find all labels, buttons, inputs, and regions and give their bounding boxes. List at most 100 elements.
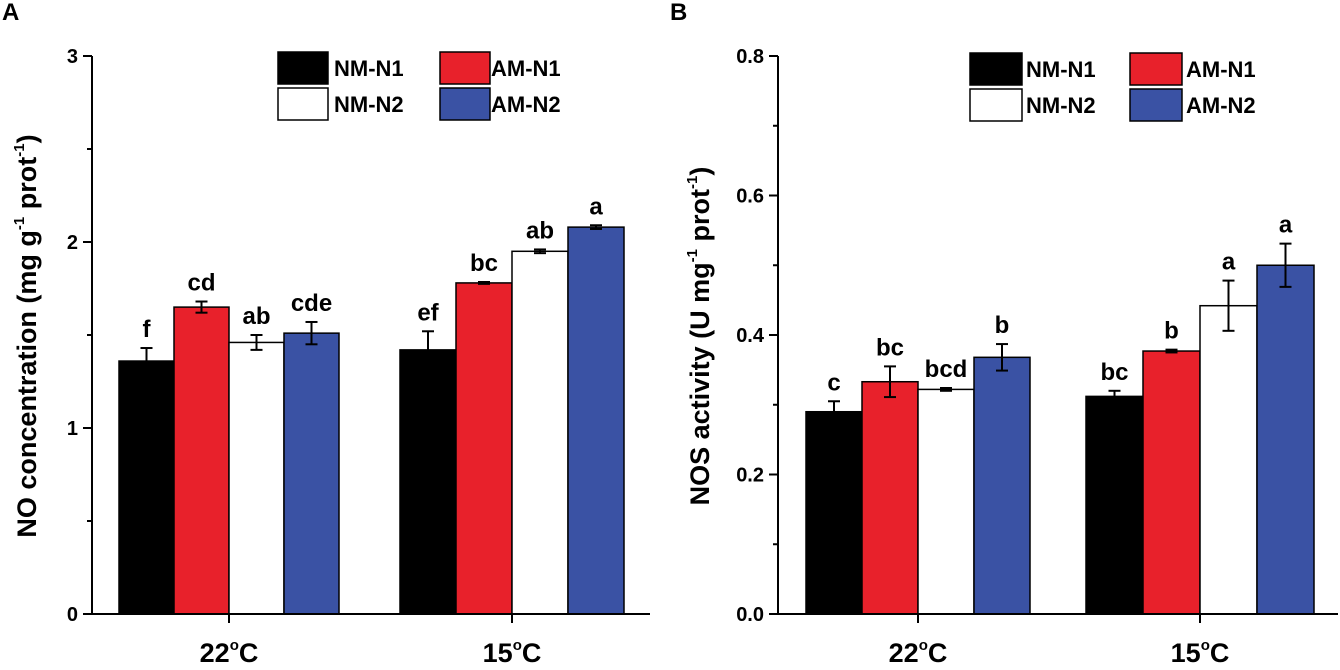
panel-b-bar-am-n2-2 [1256, 264, 1315, 615]
panel-b-ytick-label: 0.4 [736, 325, 765, 347]
panel-a-bar-am-n2-1 [283, 332, 340, 615]
panel-b-bar-nm-n1-2 [1085, 395, 1144, 615]
panel-a-sig-label: f [143, 316, 152, 343]
panel-a-bar-am-n1-2 [455, 282, 513, 615]
panel-b-legend-swatch [1129, 52, 1183, 86]
panel-a-legend-item: AM-N2 [439, 87, 561, 121]
panel-a-legend-label: NM-N2 [334, 92, 404, 117]
panel-b-legend-swatch [1129, 88, 1183, 122]
panel-b-ytick-label: 0.2 [736, 465, 764, 487]
panel-a-error-bar [534, 248, 546, 255]
panel-a-error-bar [250, 334, 263, 351]
panel-b-category-label: 15oC [1171, 637, 1230, 668]
panel-a-category-label: 15oC [483, 637, 542, 668]
panel-b-error-bar [828, 400, 840, 424]
panel-a-bar-nm-n1-2 [399, 349, 457, 615]
panel-a-ytick-label: 2 [67, 232, 78, 254]
panel-b-sig-label: bc [876, 334, 904, 361]
panel-a-bar-nm-n1-1 [118, 360, 175, 615]
panel-b-legend-item: NM-N1 [969, 52, 1096, 86]
panel-a-sig-label: ab [242, 303, 270, 330]
panel-b: B NOS activity (U mg-1 prot-1) 0.0 0.2 0.4… [670, 0, 1338, 668]
panel-b-bar-am-n1-1 [861, 380, 919, 615]
panel-b-letter: B [670, 0, 687, 26]
panel-a-letter: A [2, 0, 19, 26]
panel-b-ytick-label: 0.8 [736, 46, 764, 68]
svg-text:NO concentration (mg g-1 prot-: NO concentration (mg g-1 prot-1) [11, 134, 42, 537]
panel-a-legend-label: AM-N2 [491, 92, 561, 117]
panel-b-ytick-label: 0.6 [736, 186, 764, 208]
panel-a-ylabel-end: ) [12, 134, 42, 143]
panel-a-legend-label: NM-N1 [334, 56, 404, 81]
panel-a-legend-swatch [439, 87, 491, 121]
panel-b-legend-item: AM-N2 [1129, 88, 1256, 122]
panel-a-ytick-label: 3 [67, 46, 78, 68]
panel-a-error-bar [590, 224, 602, 230]
panel-b-ytick-label: 0.0 [736, 604, 764, 626]
panel-b-bar-am-n2-1 [973, 356, 1031, 615]
panel-b-bar-nm-n1-1 [805, 410, 863, 615]
panel-b-legend-label: NM-N1 [1026, 57, 1096, 82]
panel-a-category-label: 22oC [200, 637, 259, 668]
panel-b-legend-label: AM-N2 [1186, 93, 1256, 118]
panel-a-sig-label: a [589, 193, 603, 220]
panel-b-legend: NM-N1 AM-N1 NM-N2 AM-N2 [969, 52, 1256, 122]
panel-a-bar-am-n1-1 [173, 306, 230, 615]
panel-b-legend-label: NM-N2 [1026, 93, 1096, 118]
panel-b-error-bar [884, 365, 896, 399]
panel-a-bar-nm-n2-2 [511, 250, 569, 615]
panel-b-bar-nm-n2-1 [917, 388, 975, 615]
panel-a-ylabel-sup1: -1 [11, 217, 28, 230]
panel-b-legend-item: NM-N2 [969, 88, 1096, 122]
panel-b-legend-swatch [969, 88, 1023, 122]
panel-a-ytick-label: 0 [67, 604, 78, 626]
panel-b-sig-label: b [1164, 318, 1179, 345]
panel-b-error-bar [1279, 242, 1292, 288]
panel-b-error-bar [1108, 389, 1121, 403]
panel-a-legend: NM-N1 AM-N1 NM-N2 AM-N2 [277, 51, 561, 121]
panel-a: A NO concentration (mg g-1 prot-1) 0 1 2 3 f… [2, 0, 650, 668]
panel-b-ylabel-sup1: -1 [684, 249, 701, 262]
panel-b-legend-swatch [969, 52, 1023, 86]
panel-a-sig-label: ef [417, 299, 439, 326]
svg-text:NOS activity (U mg-1 prot-1): NOS activity (U mg-1 prot-1) [684, 167, 715, 506]
panel-a-legend-label: AM-N1 [491, 56, 561, 81]
panel-a-sig-label: cd [187, 270, 215, 297]
panel-b-ylabel: NOS activity (U mg-1 prot-1) [684, 167, 715, 506]
panel-b-ylabel-end: ) [685, 167, 715, 176]
panel-a-bar-am-n2-2 [567, 226, 625, 615]
panel-b-sig-label: b [995, 312, 1010, 339]
panel-a-error-bar [195, 300, 208, 314]
panel-b-sig-label: bc [1100, 359, 1128, 386]
panel-b-sig-label: c [827, 369, 840, 396]
panel-a-legend-swatch [277, 51, 329, 85]
panel-b-error-bar [940, 387, 952, 392]
panel-b-bar-am-n1-2 [1142, 350, 1201, 615]
panel-b-error-bar [1165, 348, 1178, 354]
panel-a-sig-label: cde [291, 290, 332, 317]
panel-a-ytick-label: 1 [67, 418, 78, 440]
panel-a-sig-label: ab [526, 217, 554, 244]
panel-a-error-bar [305, 320, 318, 346]
panel-a-legend-item: NM-N2 [277, 87, 404, 121]
panel-b-ylabel-mid: prot [685, 189, 715, 249]
panel-a-error-bar [478, 280, 490, 285]
panel-b-error-bar [996, 343, 1008, 372]
panel-a-error-bar [140, 347, 153, 376]
panel-b-error-bar [1222, 279, 1235, 332]
panel-a-ylabel: NO concentration (mg g-1 prot-1) [11, 134, 42, 537]
panel-a-error-bar [422, 330, 434, 370]
panel-a-ylabel-mid: prot [12, 157, 42, 217]
panel-b-ylabel-sup2: -1 [684, 176, 701, 189]
panel-b-category-label: 22oC [889, 637, 948, 668]
panel-b-sig-label: a [1222, 249, 1236, 276]
panel-a-sig-label: bc [470, 250, 498, 277]
panel-a-legend-item: NM-N1 [277, 51, 404, 85]
panel-b-bar-nm-n2-2 [1199, 304, 1258, 615]
panel-a-ylabel-main: NO concentration (mg g [12, 230, 42, 538]
panel-b-legend-label: AM-N1 [1186, 57, 1256, 82]
panel-b-legend-item: AM-N1 [1129, 52, 1256, 86]
panel-b-sig-label: bcd [925, 356, 968, 383]
